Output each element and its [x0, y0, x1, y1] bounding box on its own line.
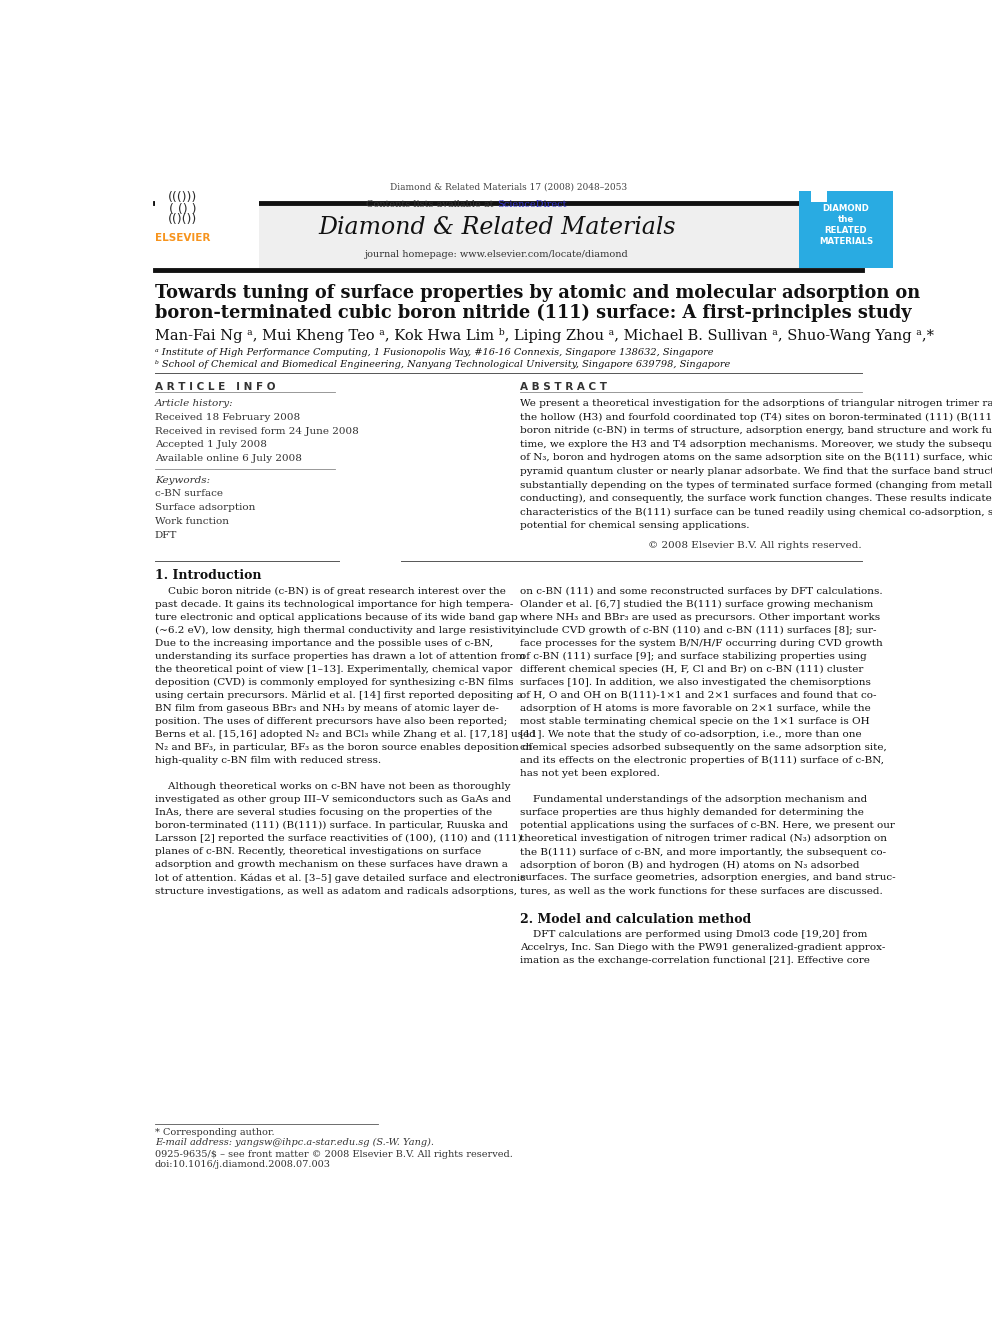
Text: Available online 6 July 2008: Available online 6 July 2008 [155, 454, 302, 463]
Text: © 2008 Elsevier B.V. All rights reserved.: © 2008 Elsevier B.V. All rights reserved… [649, 541, 862, 550]
Text: on c-BN (111) and some reconstructed surfaces by DFT calculations.: on c-BN (111) and some reconstructed sur… [520, 586, 883, 595]
Text: Towards tuning of surface properties by atomic and molecular adsorption on: Towards tuning of surface properties by … [155, 284, 920, 302]
Text: N₂ and BF₃, in particular, BF₃ as the boron source enables deposition of: N₂ and BF₃, in particular, BF₃ as the bo… [155, 744, 532, 751]
Text: Keywords:: Keywords: [155, 475, 210, 484]
Text: c-BN surface: c-BN surface [155, 490, 223, 499]
Text: Article history:: Article history: [155, 400, 233, 409]
Text: Received 18 February 2008: Received 18 February 2008 [155, 413, 300, 422]
Text: DFT calculations are performed using Dmol3 code [19,20] from: DFT calculations are performed using Dmo… [520, 930, 867, 939]
Text: deposition (CVD) is commonly employed for synthesizing c-BN films: deposition (CVD) is commonly employed fo… [155, 677, 513, 687]
Text: 0925-9635/$ – see front matter © 2008 Elsevier B.V. All rights reserved.: 0925-9635/$ – see front matter © 2008 El… [155, 1150, 513, 1159]
Text: boron nitride (c-BN) in terms of structure, adsorption energy, band structure an: boron nitride (c-BN) in terms of structu… [520, 426, 992, 435]
Text: conducting), and consequently, the surface work function changes. These results : conducting), and consequently, the surfa… [520, 493, 992, 503]
Text: the hollow (H3) and fourfold coordinated top (T4) sites on boron-terminated (111: the hollow (H3) and fourfold coordinated… [520, 413, 992, 422]
Text: ScienceDirect: ScienceDirect [497, 200, 566, 209]
Text: pyramid quantum cluster or nearly planar adsorbate. We find that the surface ban: pyramid quantum cluster or nearly planar… [520, 467, 992, 476]
Text: doi:10.1016/j.diamond.2008.07.003: doi:10.1016/j.diamond.2008.07.003 [155, 1160, 330, 1170]
Text: ᵇ School of Chemical and Biomedical Engineering, Nanyang Technological Universit: ᵇ School of Chemical and Biomedical Engi… [155, 360, 730, 369]
Text: of c-BN (111) surface [9]; and surface stabilizing properties using: of c-BN (111) surface [9]; and surface s… [520, 652, 867, 662]
Text: boron-terminated (111) (B(111)) surface. In particular, Ruuska and: boron-terminated (111) (B(111)) surface.… [155, 822, 508, 831]
Text: the B(111) surface of c-BN, and more importantly, the subsequent co-: the B(111) surface of c-BN, and more imp… [520, 848, 886, 856]
Bar [810, 189, 827, 201]
Text: position. The uses of different precursors have also been reported;: position. The uses of different precurso… [155, 717, 507, 726]
Text: DFT: DFT [155, 531, 178, 540]
Text: (()()): (()()) [168, 213, 197, 226]
Text: where NH₃ and BBr₃ are used as precursors. Other important works: where NH₃ and BBr₃ are used as precursor… [520, 613, 880, 622]
Text: Man-Fai Ng ᵃ, Mui Kheng Teo ᵃ, Kok Hwa Lim ᵇ, Liping Zhou ᵃ, Michael B. Sullivan: Man-Fai Ng ᵃ, Mui Kheng Teo ᵃ, Kok Hwa L… [155, 328, 933, 343]
Text: We present a theoretical investigation for the adsorptions of triangular nitroge: We present a theoretical investigation f… [520, 400, 992, 409]
Text: A B S T R A C T: A B S T R A C T [520, 382, 607, 392]
Text: InAs, there are several studies focusing on the properties of the: InAs, there are several studies focusing… [155, 808, 492, 818]
Text: adsorption of H atoms is more favorable on 2×1 surface, while the: adsorption of H atoms is more favorable … [520, 704, 871, 713]
Text: adsorption and growth mechanism on these surfaces have drawn a: adsorption and growth mechanism on these… [155, 860, 508, 869]
Text: Olander et al. [6,7] studied the B(111) surface growing mechanism: Olander et al. [6,7] studied the B(111) … [520, 599, 873, 609]
Text: Berns et al. [15,16] adopted N₂ and BCl₃ while Zhang et al. [17,18] used: Berns et al. [15,16] adopted N₂ and BCl₃… [155, 730, 536, 740]
Text: Due to the increasing importance and the possible uses of c-BN,: Due to the increasing importance and the… [155, 639, 493, 648]
Text: ᵃ Institute of High Performance Computing, 1 Fusionopolis Way, #16-16 Connexis, : ᵃ Institute of High Performance Computin… [155, 348, 713, 357]
Text: past decade. It gains its technological importance for high tempera-: past decade. It gains its technological … [155, 599, 513, 609]
Text: Accepted 1 July 2008: Accepted 1 July 2008 [155, 441, 267, 450]
Text: the theoretical point of view [1–13]. Experimentally, chemical vapor: the theoretical point of view [1–13]. Ex… [155, 665, 512, 673]
Text: journal homepage: www.elsevier.com/locate/diamond: journal homepage: www.elsevier.com/locat… [365, 250, 629, 259]
Text: adsorption of boron (B) and hydrogen (H) atoms on N₃ adsorbed: adsorption of boron (B) and hydrogen (H)… [520, 860, 859, 869]
Text: time, we explore the H3 and T4 adsorption mechanisms. Moreover, we study the sub: time, we explore the H3 and T4 adsorptio… [520, 439, 992, 448]
Text: Accelrys, Inc. San Diego with the PW91 generalized-gradient approx-: Accelrys, Inc. San Diego with the PW91 g… [520, 943, 885, 953]
Text: include CVD growth of c-BN (110) and c-BN (111) surfaces [8]; sur-: include CVD growth of c-BN (110) and c-B… [520, 626, 877, 635]
Text: understanding its surface properties has drawn a lot of attention from: understanding its surface properties has… [155, 652, 525, 660]
Text: ((())): ((())) [168, 192, 197, 204]
Text: E-mail address: yangsw@ihpc.a-star.edu.sg (S.-W. Yang).: E-mail address: yangsw@ihpc.a-star.edu.s… [155, 1138, 434, 1147]
Text: * Corresponding author.: * Corresponding author. [155, 1127, 275, 1136]
Text: DIAMOND
the
RELATED
MATERIALS: DIAMOND the RELATED MATERIALS [818, 204, 873, 246]
Text: most stable terminating chemical specie on the 1×1 surface is OH: most stable terminating chemical specie … [520, 717, 870, 726]
Text: ture electronic and optical applications because of its wide band gap: ture electronic and optical applications… [155, 613, 518, 622]
Text: different chemical species (H, F, Cl and Br) on c-BN (111) cluster: different chemical species (H, F, Cl and… [520, 665, 863, 673]
Text: boron-terminated cubic boron nitride (111) surface: A first-principles study: boron-terminated cubic boron nitride (11… [155, 303, 912, 321]
Text: structure investigations, as well as adatom and radicals adsorptions,: structure investigations, as well as ada… [155, 886, 517, 896]
Text: has not yet been explored.: has not yet been explored. [520, 769, 660, 778]
Text: Larsson [2] reported the surface reactivities of (100), (110) and (111): Larsson [2] reported the surface reactiv… [155, 835, 522, 844]
Text: Although theoretical works on c-BN have not been as thoroughly: Although theoretical works on c-BN have … [155, 782, 510, 791]
Text: face processes for the system B/N/H/F occurring during CVD growth: face processes for the system B/N/H/F oc… [520, 639, 883, 648]
Text: characteristics of the B(111) surface can be tuned readily using chemical co-ads: characteristics of the B(111) surface ca… [520, 508, 992, 517]
Text: Diamond & Related Materials: Diamond & Related Materials [318, 216, 676, 239]
Text: lot of attention. Kádas et al. [3–5] gave detailed surface and electronic: lot of attention. Kádas et al. [3–5] gav… [155, 873, 526, 882]
Text: (~6.2 eV), low density, high thermal conductivity and large resistivity.: (~6.2 eV), low density, high thermal con… [155, 626, 523, 635]
Text: Diamond & Related Materials 17 (2008) 2048–2053: Diamond & Related Materials 17 (2008) 20… [390, 183, 627, 192]
Text: ( () ): ( () ) [169, 202, 196, 216]
Bar [155, 205, 799, 267]
Text: imation as the exchange-correlation functional [21]. Effective core: imation as the exchange-correlation func… [520, 957, 870, 966]
Text: ELSEVIER: ELSEVIER [155, 233, 210, 243]
Text: theoretical investigation of nitrogen trimer radical (N₃) adsorption on: theoretical investigation of nitrogen tr… [520, 835, 887, 844]
Text: investigated as other group III–V semiconductors such as GaAs and: investigated as other group III–V semico… [155, 795, 511, 804]
Text: Fundamental understandings of the adsorption mechanism and: Fundamental understandings of the adsorp… [520, 795, 867, 804]
Text: potential for chemical sensing applications.: potential for chemical sensing applicati… [520, 521, 749, 531]
Bar [799, 192, 893, 267]
Text: of N₃, boron and hydrogen atoms on the same adsorption site on the B(111) surfac: of N₃, boron and hydrogen atoms on the s… [520, 454, 992, 463]
Text: Work function: Work function [155, 517, 229, 525]
Bar [155, 192, 259, 267]
Text: planes of c-BN. Recently, theoretical investigations on surface: planes of c-BN. Recently, theoretical in… [155, 848, 481, 856]
Text: using certain precursors. Märlid et al. [14] first reported depositing a: using certain precursors. Märlid et al. … [155, 691, 523, 700]
Text: Cubic boron nitride (c-BN) is of great research interest over the: Cubic boron nitride (c-BN) is of great r… [155, 586, 506, 595]
Text: Contents lists available at: Contents lists available at [366, 200, 497, 209]
Text: and its effects on the electronic properties of B(111) surface of c-BN,: and its effects on the electronic proper… [520, 757, 884, 765]
Text: BN film from gaseous BBr₃ and NH₃ by means of atomic layer de-: BN film from gaseous BBr₃ and NH₃ by mea… [155, 704, 499, 713]
Text: surfaces [10]. In addition, we also investigated the chemisorptions: surfaces [10]. In addition, we also inve… [520, 677, 871, 687]
Text: A R T I C L E   I N F O: A R T I C L E I N F O [155, 382, 275, 392]
Text: [11]. We note that the study of co-adsorption, i.e., more than one: [11]. We note that the study of co-adsor… [520, 730, 862, 740]
Text: surface properties are thus highly demanded for determining the: surface properties are thus highly deman… [520, 808, 864, 818]
Text: chemical species adsorbed subsequently on the same adsorption site,: chemical species adsorbed subsequently o… [520, 744, 887, 751]
Text: surfaces. The surface geometries, adsorption energies, and band struc-: surfaces. The surface geometries, adsorp… [520, 873, 896, 882]
Text: substantially depending on the types of terminated surface formed (changing from: substantially depending on the types of … [520, 480, 992, 490]
Text: high-quality c-BN film with reduced stress.: high-quality c-BN film with reduced stre… [155, 757, 381, 765]
Text: tures, as well as the work functions for these surfaces are discussed.: tures, as well as the work functions for… [520, 886, 883, 896]
Text: potential applications using the surfaces of c-BN. Here, we present our: potential applications using the surface… [520, 822, 895, 831]
Text: of H, O and OH on B(111)-1×1 and 2×1 surfaces and found that co-: of H, O and OH on B(111)-1×1 and 2×1 sur… [520, 691, 877, 700]
Text: Received in revised form 24 June 2008: Received in revised form 24 June 2008 [155, 427, 358, 435]
Text: Surface adsorption: Surface adsorption [155, 503, 255, 512]
Text: 2. Model and calculation method: 2. Model and calculation method [520, 913, 751, 926]
Text: 1. Introduction: 1. Introduction [155, 569, 261, 582]
